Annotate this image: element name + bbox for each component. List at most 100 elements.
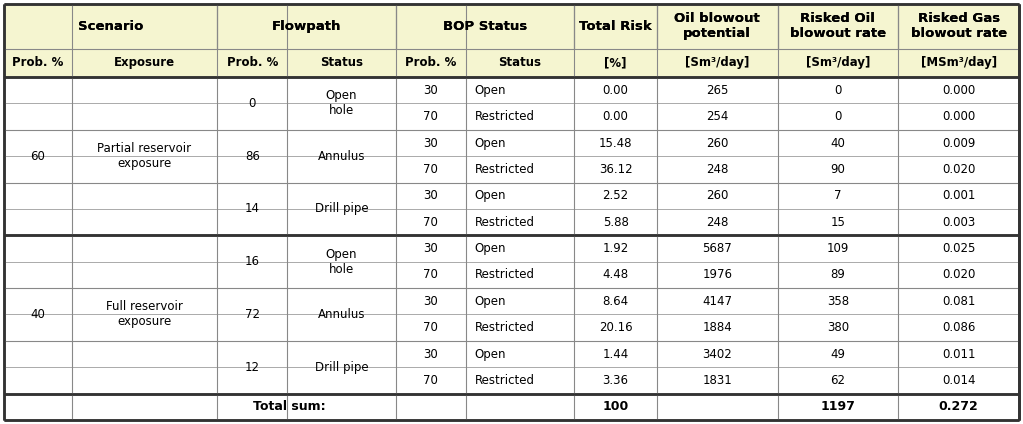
Bar: [4, 341, 1019, 367]
Text: 260: 260: [706, 137, 728, 150]
Text: 14: 14: [244, 202, 260, 215]
Bar: [898, 49, 1019, 77]
Bar: [4, 49, 72, 77]
Text: 1.44: 1.44: [603, 348, 629, 360]
Text: 70: 70: [424, 216, 438, 229]
Bar: [4, 209, 1019, 235]
Text: 70: 70: [424, 163, 438, 176]
Text: 1884: 1884: [703, 321, 732, 334]
Bar: [396, 4, 574, 49]
Bar: [4, 367, 1019, 393]
Bar: [574, 4, 657, 49]
Bar: [657, 4, 777, 49]
Text: Risked Oil
blowout rate: Risked Oil blowout rate: [790, 12, 886, 40]
Text: 60: 60: [31, 150, 45, 163]
Text: Prob. %: Prob. %: [405, 56, 456, 70]
Text: Total Risk: Total Risk: [579, 20, 652, 33]
Bar: [4, 183, 1019, 209]
Bar: [4, 130, 1019, 156]
Bar: [574, 49, 657, 77]
Text: Risked Gas
blowout rate: Risked Gas blowout rate: [910, 12, 1007, 40]
Text: Flowpath: Flowpath: [272, 20, 341, 33]
Text: 4.48: 4.48: [603, 268, 629, 282]
Text: 109: 109: [827, 242, 849, 255]
Text: Restricted: Restricted: [475, 374, 535, 387]
Text: 260: 260: [706, 189, 728, 202]
Text: 0.000: 0.000: [942, 84, 975, 97]
Text: 3.36: 3.36: [603, 374, 628, 387]
Text: 8.64: 8.64: [603, 295, 629, 308]
Text: Total sum:: Total sum:: [253, 400, 325, 413]
Text: Annulus: Annulus: [318, 150, 365, 163]
Text: Restricted: Restricted: [475, 110, 535, 123]
Text: 2.52: 2.52: [603, 189, 629, 202]
Bar: [4, 393, 1019, 420]
Text: 30: 30: [424, 295, 438, 308]
Text: Restricted: Restricted: [475, 163, 535, 176]
Text: 0.025: 0.025: [942, 242, 975, 255]
Bar: [4, 77, 1019, 103]
Bar: [217, 49, 287, 77]
Text: Flowpath: Flowpath: [272, 20, 341, 33]
Text: 30: 30: [424, 189, 438, 202]
Text: 86: 86: [244, 150, 260, 163]
Text: 0: 0: [834, 110, 842, 123]
Bar: [4, 4, 217, 49]
Bar: [4, 103, 1019, 130]
Text: 90: 90: [831, 163, 845, 176]
Bar: [396, 49, 465, 77]
Text: [Sm³/day]: [Sm³/day]: [685, 56, 750, 70]
Text: 0: 0: [249, 97, 256, 110]
Text: 0.086: 0.086: [942, 321, 975, 334]
Text: 254: 254: [706, 110, 728, 123]
Text: 70: 70: [424, 110, 438, 123]
Text: Open: Open: [475, 137, 506, 150]
Text: 0.011: 0.011: [942, 348, 975, 360]
Text: Risked Oil
blowout rate: Risked Oil blowout rate: [790, 12, 886, 40]
Text: 248: 248: [706, 163, 728, 176]
Text: 30: 30: [424, 84, 438, 97]
Text: 62: 62: [831, 374, 845, 387]
Bar: [657, 4, 777, 49]
Text: Open: Open: [475, 348, 506, 360]
Text: Drill pipe: Drill pipe: [315, 361, 368, 374]
Text: BOP Status: BOP Status: [443, 20, 527, 33]
Text: Prob. %: Prob. %: [226, 56, 278, 70]
Text: 5.88: 5.88: [603, 216, 628, 229]
Text: 7: 7: [834, 189, 842, 202]
Text: 0.001: 0.001: [942, 189, 975, 202]
Bar: [777, 4, 898, 49]
Bar: [898, 4, 1019, 49]
Bar: [396, 4, 574, 49]
Bar: [657, 49, 777, 77]
Text: 30: 30: [424, 137, 438, 150]
Text: Open
hole: Open hole: [325, 248, 357, 276]
Text: 0.00: 0.00: [603, 84, 628, 97]
Text: 40: 40: [31, 308, 45, 321]
Text: 0.000: 0.000: [942, 110, 975, 123]
Text: Risked Gas
blowout rate: Risked Gas blowout rate: [910, 12, 1007, 40]
Text: 3402: 3402: [703, 348, 732, 360]
Text: Partial reservoir
exposure: Partial reservoir exposure: [97, 142, 191, 170]
Text: Open: Open: [475, 84, 506, 97]
Text: Open
hole: Open hole: [325, 89, 357, 117]
Bar: [4, 156, 1019, 183]
Text: 30: 30: [424, 348, 438, 360]
Text: Restricted: Restricted: [475, 216, 535, 229]
Text: Prob. %: Prob. %: [12, 56, 63, 70]
Text: BOP Status: BOP Status: [443, 20, 527, 33]
Bar: [465, 49, 574, 77]
Text: 15.48: 15.48: [598, 137, 632, 150]
Text: Oil blowout
potential: Oil blowout potential: [674, 12, 760, 40]
Text: 20.16: 20.16: [598, 321, 632, 334]
Bar: [4, 4, 217, 49]
Text: Scenario: Scenario: [78, 20, 143, 33]
Bar: [72, 49, 217, 77]
Text: 40: 40: [831, 137, 845, 150]
Text: [%]: [%]: [605, 56, 627, 70]
Text: 36.12: 36.12: [598, 163, 632, 176]
Text: 265: 265: [706, 84, 728, 97]
Text: 1831: 1831: [703, 374, 732, 387]
Text: 70: 70: [424, 374, 438, 387]
Text: Open: Open: [475, 189, 506, 202]
